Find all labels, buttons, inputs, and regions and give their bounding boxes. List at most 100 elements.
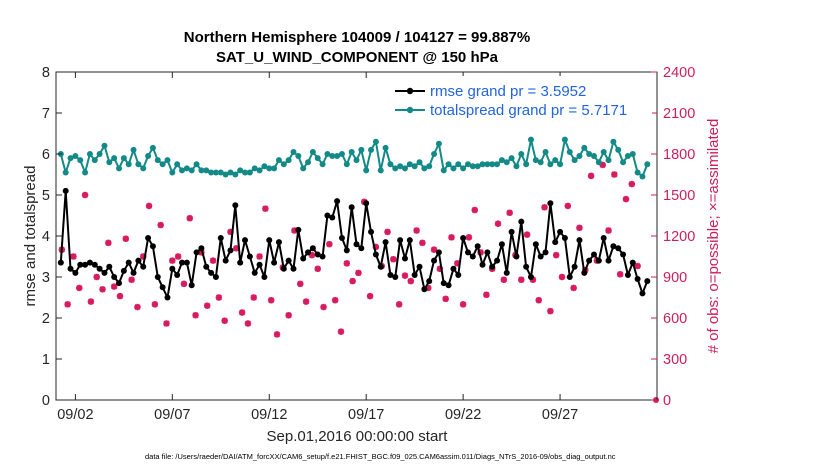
obs-count-marker: [297, 280, 304, 288]
x-tick-label: 09/02: [57, 407, 93, 423]
totalspread-point: [416, 159, 423, 166]
totalspread-point: [518, 151, 525, 157]
rmse-point: [116, 280, 123, 287]
totalspread-point: [212, 169, 219, 176]
totalspread-point: [552, 157, 559, 164]
totalspread-point: [271, 165, 278, 172]
obs-count-marker: [459, 301, 467, 308]
rmse-point: [605, 257, 612, 264]
totalspread-point: [590, 153, 597, 160]
obs-marker-stroke: [518, 276, 525, 283]
y-tick-label: 8: [42, 65, 50, 81]
rmse-point: [581, 269, 588, 276]
obs-count-marker: [320, 303, 327, 311]
obs-marker-stroke: [337, 328, 345, 335]
y-tick-label: 4: [42, 229, 50, 245]
rmse-point: [634, 276, 641, 283]
obs-marker-stroke: [308, 252, 316, 259]
rmse-point: [275, 239, 282, 246]
rmse-point: [397, 237, 404, 244]
totalspread-point: [561, 136, 568, 143]
obs-count-marker: [285, 312, 292, 319]
obs-count-marker: [471, 206, 478, 214]
obs-count-marker: [134, 303, 141, 311]
obs-count-marker: [349, 277, 356, 285]
obs-count-marker: [267, 297, 275, 304]
rmse-point: [246, 253, 253, 260]
totalspread-point: [198, 167, 205, 174]
obs-marker-stroke: [541, 204, 548, 211]
legend-rmse-label: rmse grand pr = 3.5952: [430, 83, 586, 100]
y-tick-label: 2: [42, 311, 50, 327]
legend-rmse-marker: [406, 87, 414, 95]
obs-marker-stroke: [256, 253, 263, 260]
totalspread-point: [130, 146, 137, 153]
obs-count-marker: [221, 317, 228, 324]
obs-marker-stroke: [297, 280, 304, 287]
legend: rmse grand pr = 3.5952 totalspread grand…: [390, 76, 652, 122]
rmse-point: [193, 249, 200, 256]
obs-marker-stroke: [302, 298, 310, 305]
obs-count-marker: [116, 292, 124, 300]
totalspread-point: [314, 155, 321, 162]
totalspread-point: [237, 167, 244, 174]
obs-marker-stroke: [570, 284, 577, 292]
obs-count-marker: [163, 320, 170, 327]
rmse-point: [358, 245, 365, 252]
totalspread-point: [154, 157, 161, 164]
totalspread-point: [227, 169, 234, 176]
totalspread-point: [527, 136, 534, 143]
rmse-point: [338, 235, 345, 242]
obs-marker-stroke: [268, 297, 275, 304]
totalspread-point: [406, 161, 413, 168]
obs-count-marker: [331, 297, 339, 304]
rmse-point: [411, 271, 418, 278]
obs-count-marker: [616, 271, 624, 278]
rmse-point: [440, 280, 447, 287]
totalspread-point: [101, 142, 108, 149]
rmse-point: [242, 237, 249, 244]
rmse-point: [145, 235, 152, 242]
rmse-point: [130, 269, 137, 276]
totalspread-point: [426, 163, 433, 170]
obs-marker-stroke: [396, 301, 403, 308]
totalspread-point: [305, 159, 312, 166]
obs-count-marker: [262, 205, 269, 212]
rmse-point: [586, 257, 593, 264]
obs-count-marker: [506, 209, 513, 216]
obs-count-marker: [605, 227, 612, 234]
totalspread-point: [513, 163, 520, 170]
totalspread-point: [508, 155, 515, 162]
y-right-tick-label: 300: [663, 352, 687, 368]
totalspread-point: [164, 157, 171, 164]
obs-marker-stroke: [285, 312, 292, 319]
rmse-point: [222, 257, 229, 264]
rmse-point: [324, 212, 331, 219]
obs-marker-stroke: [390, 256, 397, 263]
y-right-tick-label: 1200: [663, 229, 695, 245]
obs-count-marker: [70, 253, 77, 260]
rmse-point: [72, 269, 79, 276]
obs-marker-stroke: [622, 195, 630, 203]
rmse-point: [305, 249, 312, 256]
totalspread-point: [571, 157, 578, 164]
rmse-point: [62, 187, 69, 194]
obs-count-marker: [599, 161, 606, 169]
totalspread-point: [149, 144, 156, 151]
x-tick-label: 09/12: [251, 407, 287, 423]
obs-marker-stroke: [70, 253, 77, 260]
obs-marker-stroke: [320, 303, 327, 311]
totalspread-point: [595, 159, 602, 166]
obs-marker-stroke: [250, 294, 257, 301]
obs-marker-stroke: [145, 202, 153, 210]
obs-count-marker: [494, 220, 502, 227]
y-tick-label: 6: [42, 147, 50, 163]
rmse-point: [174, 271, 181, 278]
obs-count-marker: [128, 276, 135, 283]
obs-marker-stroke: [349, 277, 356, 285]
obs-marker-stroke: [587, 172, 595, 179]
obs-count-marker: [500, 276, 508, 283]
obs-marker-stroke: [471, 206, 478, 214]
